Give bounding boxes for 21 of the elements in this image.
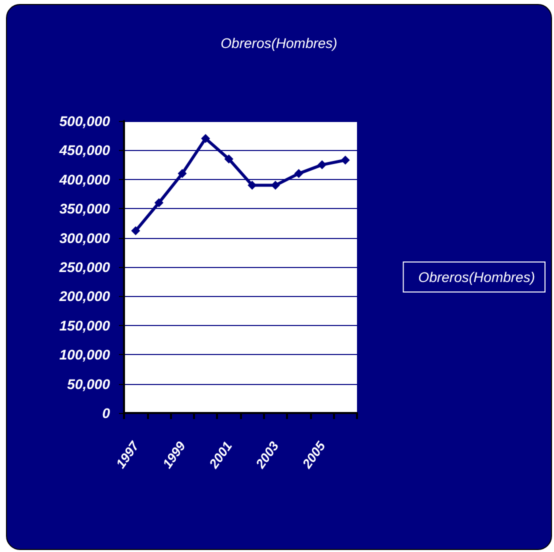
point xyxy=(178,169,187,178)
y-tick-label: 150,000 xyxy=(59,317,110,334)
y-tick-label: 100,000 xyxy=(59,346,110,363)
y-tick-label: 400,000 xyxy=(58,171,110,188)
y-tick-label: 300,000 xyxy=(59,230,110,246)
y-tick-label: 50,000 xyxy=(67,376,110,392)
point xyxy=(318,160,327,170)
point xyxy=(294,169,304,178)
y-tick-label: 0 xyxy=(102,405,110,421)
point xyxy=(224,154,234,164)
y-tick-label: 500,000 xyxy=(59,113,110,129)
y-tick-label: 250,000 xyxy=(58,259,110,275)
point xyxy=(201,134,210,144)
text: Obreros(Hombres) xyxy=(418,269,536,285)
y-tick-label: 200,000 xyxy=(58,288,110,304)
point xyxy=(340,156,350,165)
y-tick-label: 450,000 xyxy=(58,142,110,158)
point xyxy=(131,226,140,236)
point xyxy=(154,198,164,208)
chart-title: Obreros(Hombres) xyxy=(220,35,338,51)
y-tick-label: 350,000 xyxy=(59,200,110,217)
